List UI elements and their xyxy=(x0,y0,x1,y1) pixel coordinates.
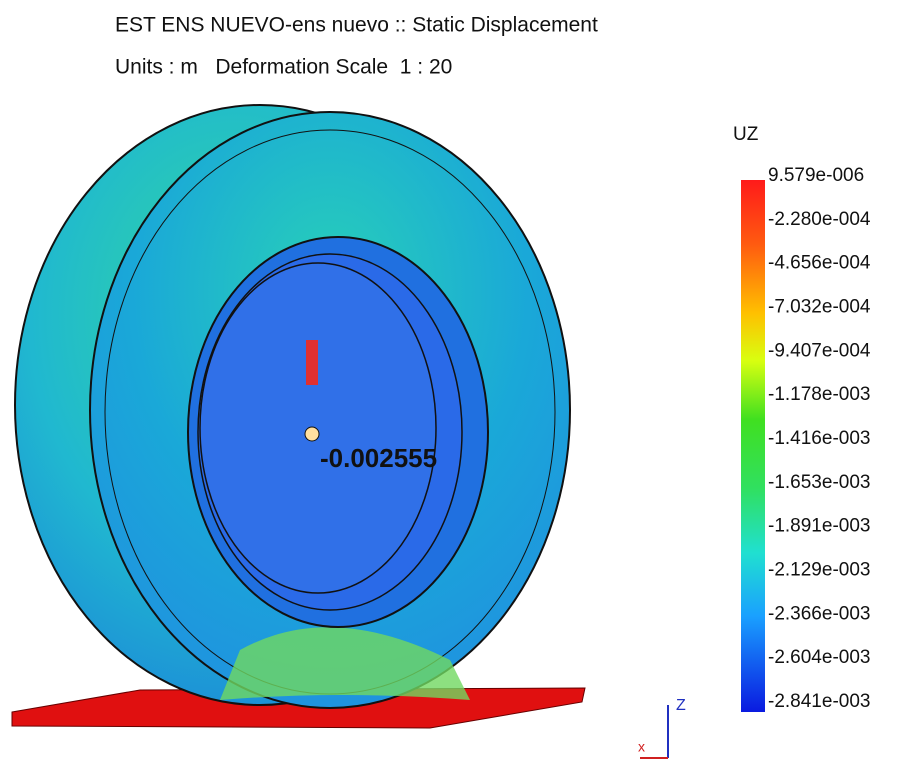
subtitle: Units : m Deformation Scale 1 : 20 xyxy=(115,56,452,79)
probe-label: -0.002555 xyxy=(320,443,437,473)
legend-label: -1.653e-003 xyxy=(768,472,870,493)
legend-label: -7.032e-004 xyxy=(768,297,871,318)
triad-x: x xyxy=(638,739,645,755)
legend-title: UZ xyxy=(733,124,759,145)
legend-label: -2.280e-004 xyxy=(768,209,871,230)
probe-point xyxy=(305,427,319,441)
triad-z: Z xyxy=(676,697,686,714)
legend-label: -2.604e-003 xyxy=(768,647,870,668)
result-view: EST ENS NUEVO-ens nuevo :: Static Displa… xyxy=(0,0,919,774)
legend-label: -2.366e-003 xyxy=(768,603,870,624)
legend-label: -4.656e-004 xyxy=(768,253,871,274)
viewport: EST ENS NUEVO-ens nuevo :: Static Displa… xyxy=(0,0,919,774)
legend-label: -2.129e-003 xyxy=(768,560,870,581)
legend-label: -9.407e-004 xyxy=(768,340,871,361)
title: EST ENS NUEVO-ens nuevo :: Static Displa… xyxy=(115,14,598,37)
legend-label: -1.178e-003 xyxy=(768,384,870,405)
wheel-disc xyxy=(200,263,436,593)
legend-label: -2.841e-003 xyxy=(768,691,870,712)
legend-label: 9.579e-006 xyxy=(768,165,864,186)
color-bar xyxy=(741,180,765,712)
legend-label: -1.891e-003 xyxy=(768,516,870,537)
legend-labels: 9.579e-006 -2.280e-004 -4.656e-004 -7.032e-… xyxy=(768,165,871,712)
load-arrow xyxy=(306,340,318,385)
legend-label: -1.416e-003 xyxy=(768,428,870,449)
